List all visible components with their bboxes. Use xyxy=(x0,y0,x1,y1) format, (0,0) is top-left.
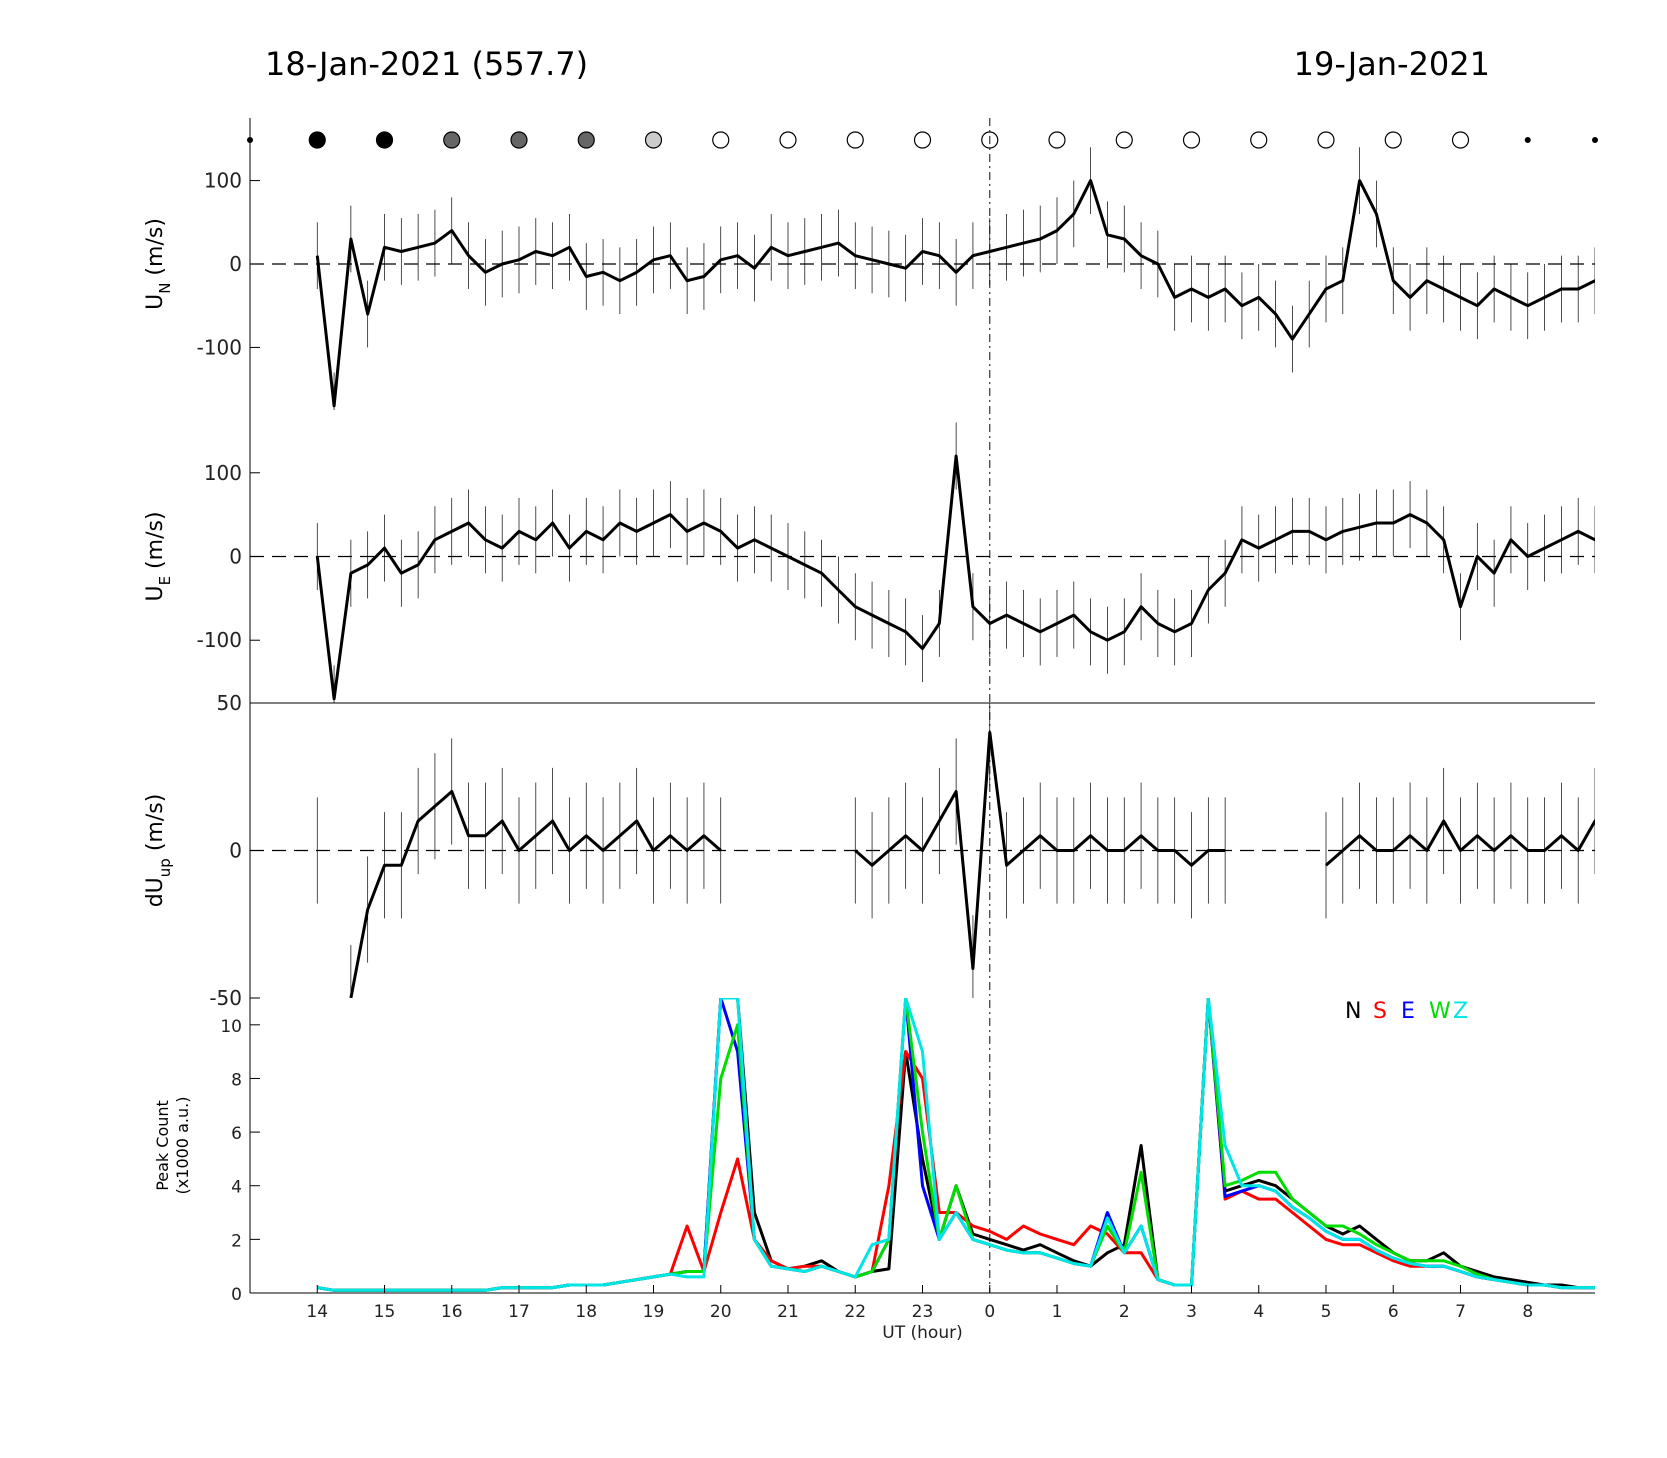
phase-marker xyxy=(577,131,595,149)
y-label-unit: (m/s) xyxy=(143,511,168,575)
y-tick-label: -100 xyxy=(197,628,242,652)
panel-ue: 100 0 -100 UE (m/s) xyxy=(143,410,1595,703)
y-tick-label: -100 xyxy=(197,335,242,359)
x-tick-label: 0 xyxy=(984,1302,995,1322)
x-tick-label: 23 xyxy=(912,1302,934,1322)
x-tick-label: 16 xyxy=(441,1302,463,1322)
phase-marker xyxy=(779,131,797,149)
phase-marker xyxy=(1048,131,1066,149)
data-group xyxy=(315,422,1595,703)
phase-marker xyxy=(1115,131,1133,149)
x-tick-label: 19 xyxy=(643,1302,665,1322)
y-label-sub: up xyxy=(156,858,174,877)
phase-marker xyxy=(846,131,864,149)
x-tick-label: 15 xyxy=(374,1302,396,1322)
y-tick-label: 50 xyxy=(217,691,242,715)
y-tick-label: 2 xyxy=(231,1231,242,1251)
data-group xyxy=(315,147,1595,410)
phase-marker xyxy=(712,131,730,149)
y-tick-label: 8 xyxy=(231,1070,242,1090)
x-tick-label: 4 xyxy=(1253,1302,1264,1322)
series-line-Z xyxy=(317,998,1595,1292)
legend-entry-E: E xyxy=(1401,999,1415,1024)
phase-marker xyxy=(510,131,528,149)
phase-marker xyxy=(644,131,663,149)
y-tick-label: 0 xyxy=(229,545,242,569)
y-axis-label: UE (m/s) xyxy=(143,511,174,601)
phase-marker xyxy=(1451,131,1470,149)
data-group xyxy=(317,998,1595,1292)
x-tick-label: 14 xyxy=(306,1302,328,1322)
panel-un: 100 0 -100 UN (m/s) xyxy=(143,118,1595,410)
x-tick-label: 21 xyxy=(777,1302,799,1322)
x-tick-label: 22 xyxy=(844,1302,866,1322)
legend-entry-Z: Z xyxy=(1453,999,1468,1024)
y-axis-label: dUup (m/s) xyxy=(143,794,174,908)
phase-marker xyxy=(375,131,394,149)
x-tick-label: 6 xyxy=(1388,1302,1399,1322)
left-date-title: 18-Jan-2021 (557.7) xyxy=(265,45,588,83)
y-label-sub: N xyxy=(156,283,174,294)
y-axis-label-line1: Peak Count xyxy=(153,1100,172,1191)
y-label-unit: (m/s) xyxy=(143,218,168,282)
phase-marker xyxy=(913,131,932,149)
legend-entry-S: S xyxy=(1373,999,1387,1024)
phase-marker xyxy=(443,131,461,149)
phase-marker xyxy=(1250,131,1268,149)
y-tick-label: 0 xyxy=(229,252,242,276)
y-label-main: dU xyxy=(143,877,168,907)
series-line-dU_up xyxy=(349,731,1595,998)
y-label-main: U xyxy=(143,585,168,601)
y-tick-label: 4 xyxy=(231,1178,242,1198)
y-tick-label: 0 xyxy=(231,1285,242,1305)
y-axis-label: UN (m/s) xyxy=(143,218,174,310)
x-tick-label: 17 xyxy=(508,1302,530,1322)
right-date-title: 19-Jan-2021 xyxy=(1294,45,1490,83)
y-label-sub: E xyxy=(156,576,174,585)
x-tick-label: 1 xyxy=(1052,1302,1063,1322)
series-line-U_E xyxy=(315,454,1595,701)
y-tick-label: 10 xyxy=(220,1017,242,1037)
y-tick-label: -50 xyxy=(209,986,242,1010)
y-tick-label: 100 xyxy=(204,461,242,485)
y-label-main: U xyxy=(143,294,168,310)
x-tick-label: 8 xyxy=(1522,1302,1533,1322)
phase-marker xyxy=(1384,131,1402,149)
y-axis-label-line2: (x1000 a.u.) xyxy=(173,1097,192,1195)
phase-marker xyxy=(308,131,326,149)
data-group xyxy=(316,703,1595,998)
legend-entry-N: N xyxy=(1345,999,1361,1024)
phase-marker xyxy=(1317,131,1335,149)
x-tick-label: 20 xyxy=(710,1302,732,1322)
x-tick-label: 3 xyxy=(1186,1302,1197,1322)
x-tick-label: 5 xyxy=(1321,1302,1332,1322)
y-tick-label: 0 xyxy=(229,839,242,863)
y-tick-label: 6 xyxy=(231,1124,242,1144)
phase-marker xyxy=(1182,131,1201,149)
x-tick-label: 7 xyxy=(1455,1302,1466,1322)
panel-pc: 0 2 4 6 8 10 Peak Count (x1000 a.u.) N S E W Z xyxy=(153,998,1595,1305)
panel-dup: 50 0 -50 dUup (m/s) xyxy=(143,691,1595,1010)
legend-entry-W: W xyxy=(1429,999,1451,1024)
phase-dot xyxy=(1592,137,1598,143)
x-tick-label: 2 xyxy=(1119,1302,1130,1322)
x-axis-label: UT (hour) xyxy=(882,1323,962,1343)
y-label-unit: (m/s) xyxy=(143,794,168,858)
phase-dot xyxy=(1524,137,1531,143)
series-line-U_N xyxy=(315,179,1595,408)
x-tick-label: 18 xyxy=(575,1302,597,1322)
y-tick-label: 100 xyxy=(204,169,242,193)
